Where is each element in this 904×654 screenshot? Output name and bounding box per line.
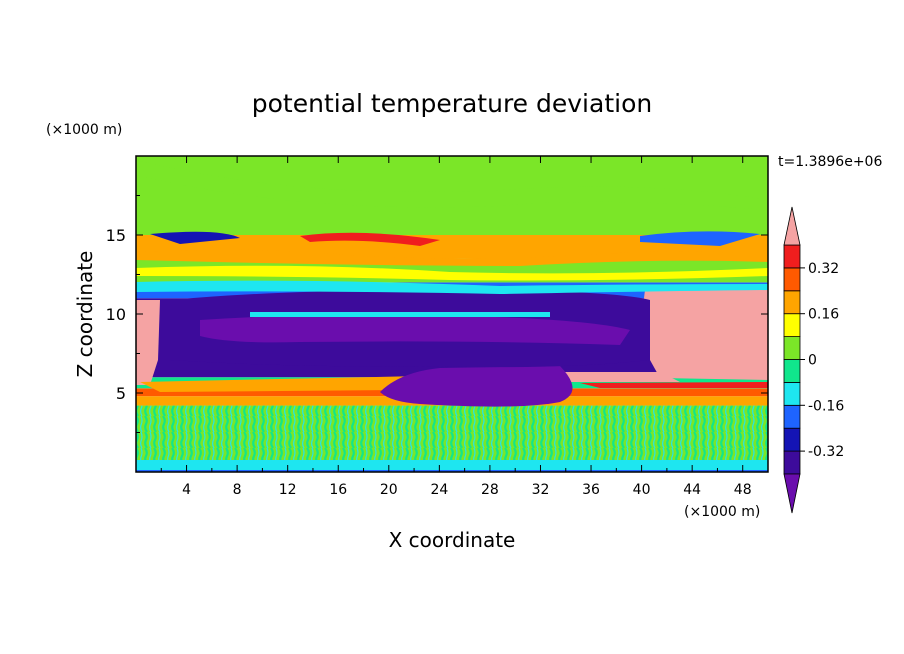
- colorbar-box: [783, 336, 801, 360]
- contour-patch: [640, 288, 768, 380]
- colorbar-label: -0.16: [808, 398, 844, 414]
- contour-patch: [540, 372, 680, 382]
- colorbar-label: -0.32: [808, 444, 844, 460]
- contour-patch: [200, 314, 630, 345]
- colorbar-over-triangle: [783, 206, 801, 246]
- x-tick-label: 32: [532, 482, 550, 498]
- y-tick-label: 15: [106, 226, 126, 245]
- x-tick-label: 28: [481, 482, 499, 498]
- x-tick-label: 40: [633, 482, 651, 498]
- contour-patch: [580, 382, 768, 388]
- x-tick-label: 44: [683, 482, 701, 498]
- contour-field: [136, 156, 768, 472]
- time-label: t=1.3896e+06: [778, 154, 882, 170]
- contour-patch: [250, 312, 550, 317]
- x-tick-label: 20: [380, 482, 398, 498]
- colorbar-box: [783, 404, 801, 429]
- turbulent-layer: [136, 405, 768, 466]
- contour-patch: [136, 460, 768, 470]
- contour-patch: [300, 232, 440, 246]
- colorbar-box: [783, 381, 801, 406]
- y-axis-title: Z coordinate: [73, 251, 97, 378]
- colorbar-under-triangle: [783, 473, 801, 514]
- x-tick-label: 36: [582, 482, 600, 498]
- y-tick-label: 10: [106, 305, 126, 324]
- chart-title: potential temperature deviation: [252, 89, 652, 118]
- colorbar-label: 0: [808, 353, 817, 369]
- colorbar-box: [783, 290, 801, 315]
- x-tick-label: 12: [279, 482, 297, 498]
- y-axis-ticks: 5 10 15: [106, 195, 768, 433]
- contour-patch: [380, 366, 573, 407]
- colorbar-box: [783, 244, 801, 269]
- x-tick-label: 24: [430, 482, 448, 498]
- contour-patch: [640, 231, 760, 246]
- x-axis-title: X coordinate: [389, 528, 516, 552]
- colorbar-box: [783, 359, 801, 383]
- colorbar-box: [783, 427, 801, 452]
- x-tick-label: 16: [329, 482, 347, 498]
- colorbar-box: [783, 313, 801, 338]
- x-tick-label: 4: [182, 482, 191, 498]
- colorbar: -0.32 -0.16 0 0.16 0.32: [783, 206, 844, 514]
- contour-patch: [140, 376, 420, 392]
- contour-patch: [136, 249, 768, 266]
- colorbar-box: [783, 267, 801, 292]
- contour-patch: [136, 265, 768, 281]
- x-tick-label: 8: [233, 482, 242, 498]
- contour-patch: [136, 300, 160, 385]
- x-unit-label: (×1000 m): [684, 504, 760, 520]
- contour-patch: [150, 231, 240, 244]
- contour-patch: [136, 280, 768, 294]
- y-unit-label: (×1000 m): [46, 122, 122, 138]
- colorbar-label: 0.32: [808, 261, 839, 277]
- contour-patch: [136, 160, 768, 210]
- colorbar-box: [783, 450, 801, 475]
- x-tick-label: 48: [734, 482, 752, 498]
- y-tick-label: 5: [116, 384, 126, 403]
- x-axis-ticks: 4 8 12 16 20 24 28 32 36 40 44 48: [160, 156, 752, 498]
- colorbar-label: 0.16: [808, 307, 839, 323]
